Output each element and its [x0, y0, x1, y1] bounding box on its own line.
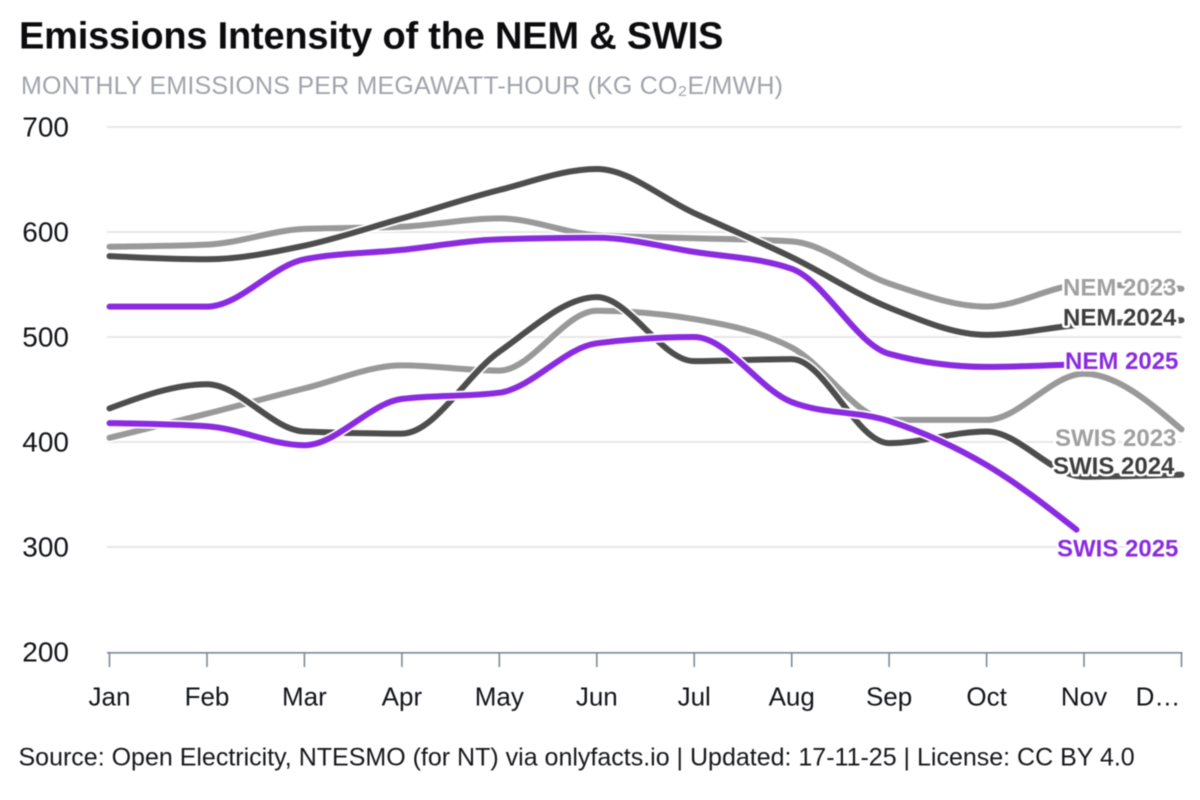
svg-text:D…: D… [1136, 682, 1181, 712]
svg-text:SWIS 2023: SWIS 2023 [1055, 425, 1176, 452]
svg-text:Jul: Jul [678, 682, 711, 712]
svg-text:Feb: Feb [185, 682, 230, 712]
svg-text:SWIS 2024: SWIS 2024 [1053, 453, 1175, 480]
svg-text:400: 400 [22, 427, 69, 458]
svg-text:600: 600 [22, 217, 69, 248]
svg-text:500: 500 [22, 322, 69, 353]
svg-text:Aug: Aug [769, 682, 815, 712]
svg-text:MONTHLY EMISSIONS PER MEGAWATT: MONTHLY EMISSIONS PER MEGAWATT-HOUR (KG … [21, 72, 783, 100]
svg-text:SWIS 2025: SWIS 2025 [1057, 536, 1178, 563]
svg-text:Jan: Jan [89, 682, 131, 712]
svg-text:Source: Open Electricity, NTES: Source: Open Electricity, NTESMO (for NT… [19, 744, 1135, 772]
svg-text:Oct: Oct [966, 682, 1007, 712]
svg-text:200: 200 [22, 637, 69, 668]
svg-text:Jun: Jun [576, 682, 618, 712]
svg-text:Nov: Nov [1061, 682, 1107, 712]
svg-text:NEM 2023: NEM 2023 [1063, 275, 1176, 302]
svg-text:Sep: Sep [866, 682, 912, 712]
svg-text:700: 700 [22, 112, 69, 143]
svg-text:Mar: Mar [282, 682, 327, 712]
svg-text:300: 300 [22, 532, 69, 563]
svg-text:Apr: Apr [382, 682, 423, 712]
svg-text:May: May [475, 682, 524, 712]
svg-text:NEM 2024: NEM 2024 [1063, 305, 1177, 332]
svg-text:NEM 2025: NEM 2025 [1065, 348, 1178, 375]
svg-text:Emissions Intensity of the NEM: Emissions Intensity of the NEM & SWIS [19, 16, 723, 58]
